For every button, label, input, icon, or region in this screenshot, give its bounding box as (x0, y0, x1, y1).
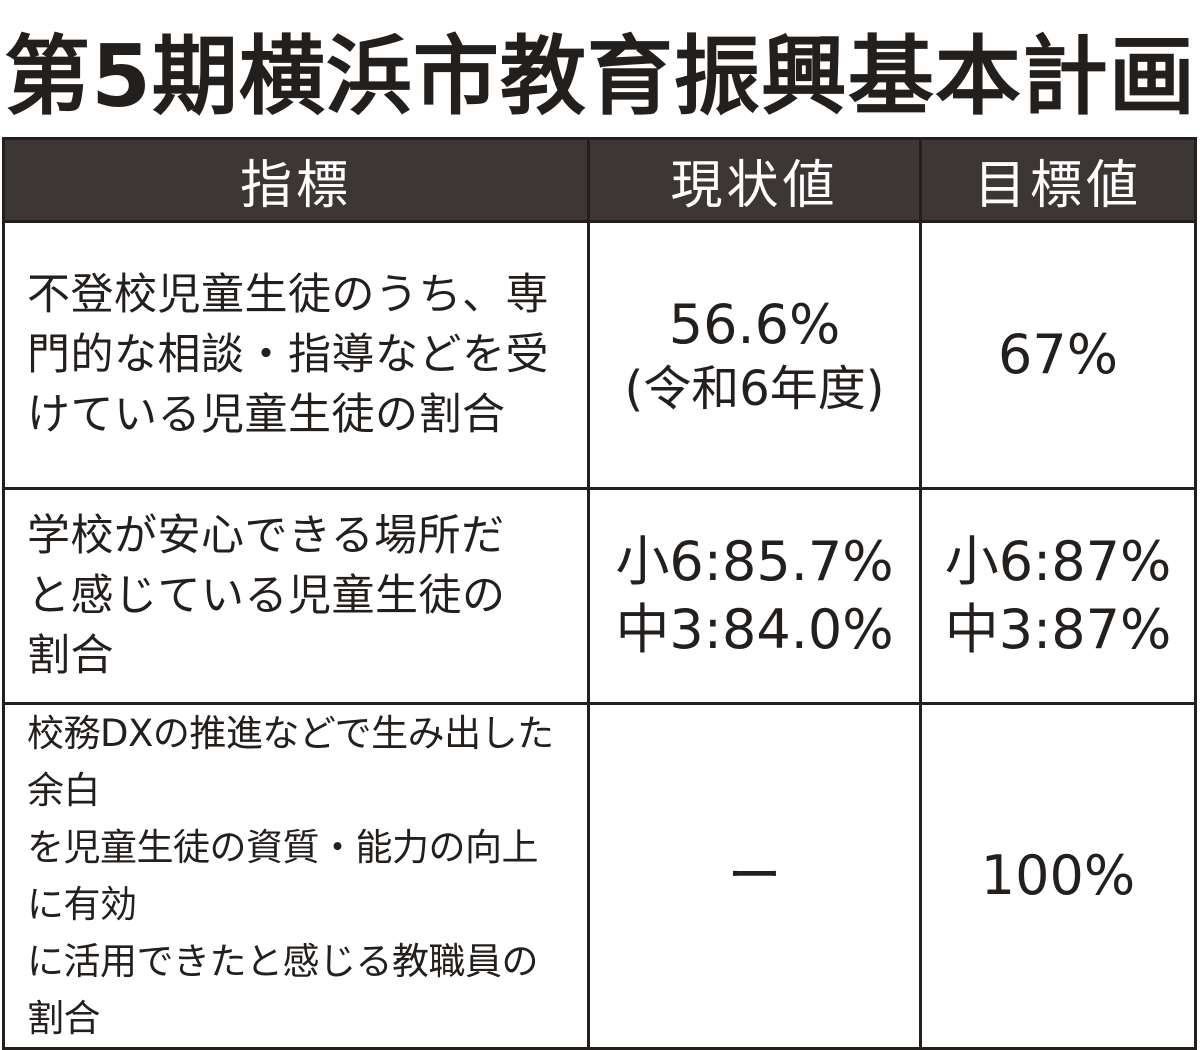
header-current-value: 現状値 (587, 137, 922, 223)
indicator-table: 指標 現状値 目標値 不登校児童生徒のうち、専 門的な相談・指導などを受 けてい… (2, 137, 1197, 1050)
current-value: 56.6% (668, 293, 841, 356)
header-target-value: 目標値 (919, 137, 1197, 223)
table-row: 校務DXの推進などで生み出した余白 を児童生徒の資質・能力の向上に有効 に活用で… (2, 702, 1197, 1050)
current-value-cell: 小6:85.7% 中3:84.0% (587, 487, 922, 705)
header-indicator: 指標 (2, 137, 590, 223)
indicator-cell: 学校が安心できる場所だ と感じている児童生徒の 割合 (2, 487, 590, 705)
current-value-note: (令和6年度) (624, 361, 885, 417)
target-value-cell: 100% (919, 702, 1197, 1050)
indicator-cell: 校務DXの推進などで生み出した余白 を児童生徒の資質・能力の向上に有効 に活用で… (2, 702, 590, 1050)
target-value-cell: 小6:87% 中3:87% (919, 487, 1197, 705)
target-value-cell: 67% (919, 220, 1197, 490)
table-row: 学校が安心できる場所だ と感じている児童生徒の 割合 小6:85.7% 中3:8… (2, 487, 1197, 705)
current-value-cell: 56.6% (令和6年度) (587, 220, 922, 490)
table-row: 不登校児童生徒のうち、専 門的な相談・指導などを受 けている児童生徒の割合 56… (2, 220, 1197, 490)
indicator-cell: 不登校児童生徒のうち、専 門的な相談・指導などを受 けている児童生徒の割合 (2, 220, 590, 490)
page-title: 第5期横浜市教育振興基本計画 (4, 27, 1196, 127)
table-header-row: 指標 現状値 目標値 (2, 137, 1197, 223)
current-value-cell: ー (587, 702, 922, 1050)
